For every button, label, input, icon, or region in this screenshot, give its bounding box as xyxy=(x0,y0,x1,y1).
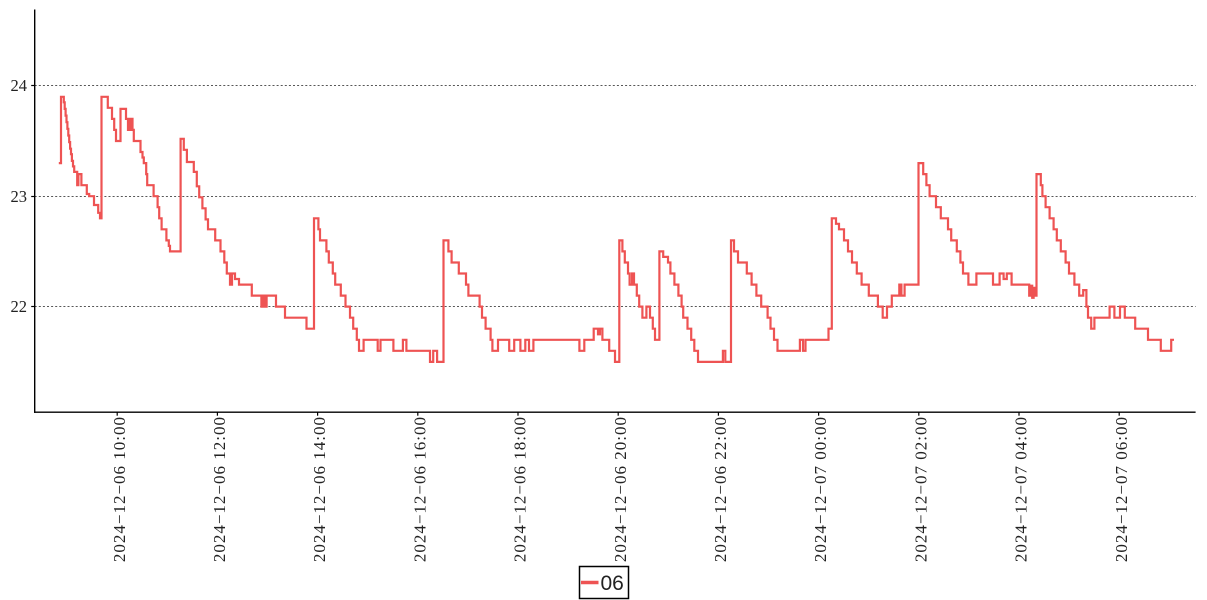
svg-text:2024−12−06 10:00: 2024−12−06 10:00 xyxy=(110,416,129,562)
svg-text:22: 22 xyxy=(11,297,28,316)
svg-text:24: 24 xyxy=(11,76,28,95)
svg-text:2024−12−07 00:00: 2024−12−07 00:00 xyxy=(811,416,830,562)
svg-text:2024−12−07 04:00: 2024−12−07 04:00 xyxy=(1012,416,1031,562)
svg-text:2024−12−06 12:00: 2024−12−06 12:00 xyxy=(210,416,229,562)
svg-text:2024−12−06 18:00: 2024−12−06 18:00 xyxy=(511,416,530,562)
svg-text:06: 06 xyxy=(601,572,624,595)
svg-text:2024−12−07 02:00: 2024−12−07 02:00 xyxy=(911,416,930,562)
svg-text:2024−12−06 14:00: 2024−12−06 14:00 xyxy=(310,416,329,562)
svg-text:2024−12−06 22:00: 2024−12−06 22:00 xyxy=(711,416,730,562)
svg-text:2024−12−07 06:00: 2024−12−07 06:00 xyxy=(1112,416,1131,562)
svg-text:23: 23 xyxy=(11,187,28,206)
svg-text:2024−12−06 16:00: 2024−12−06 16:00 xyxy=(410,416,429,562)
svg-text:2024−12−06 20:00: 2024−12−06 20:00 xyxy=(611,416,630,562)
